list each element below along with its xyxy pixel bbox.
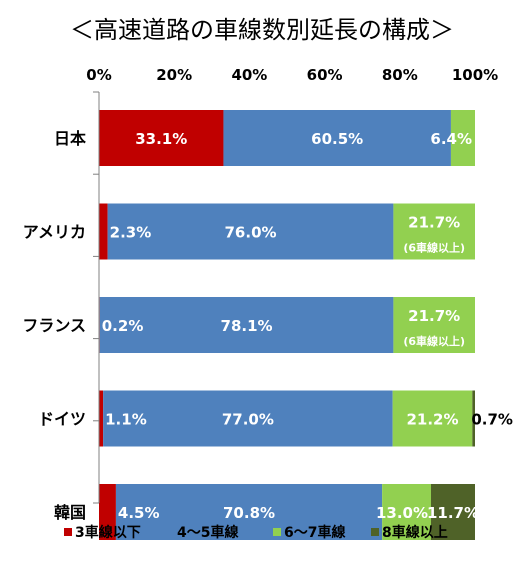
x-tick-label: 100% <box>452 66 498 84</box>
bar-segment <box>99 484 116 540</box>
x-tick-label: 80% <box>382 66 418 84</box>
data-label: 4.5% <box>118 504 160 522</box>
x-tick-label: 60% <box>307 66 343 84</box>
category-label: 韓国 <box>54 503 86 522</box>
legend-label: 3車線以下 <box>75 524 141 541</box>
data-label: 11.7% <box>427 504 479 522</box>
bar-segment <box>99 390 104 447</box>
bar-segment <box>103 390 393 447</box>
legend-swatch <box>64 528 72 536</box>
data-label: 76.0% <box>225 224 277 242</box>
bar-segment <box>107 203 394 260</box>
annotation-label: (6車線以上) <box>403 334 465 348</box>
annotation-label: (6車線以上) <box>403 241 465 255</box>
bar-segment <box>450 110 475 166</box>
data-label: 78.1% <box>221 317 273 335</box>
x-tick-label: 40% <box>231 66 267 84</box>
bar-segment <box>393 297 475 353</box>
data-label: 1.1% <box>105 411 147 429</box>
data-label: 21.7% <box>408 307 460 325</box>
bar-segment <box>99 110 224 166</box>
data-label: 2.3% <box>110 224 152 242</box>
category-label: ドイツ <box>38 410 86 429</box>
data-label: 77.0% <box>222 411 274 429</box>
x-tick-label: 0% <box>86 66 111 84</box>
category-label: フランス <box>22 316 86 335</box>
data-label: 0.7% <box>471 411 513 429</box>
x-axis-ticks: 0% 20% 40% 60% 80% 100% <box>86 66 498 84</box>
legend-swatch <box>166 528 174 536</box>
bar-segment <box>393 203 475 260</box>
data-label: 0.2% <box>102 317 144 335</box>
data-label: 6.4% <box>430 130 472 148</box>
data-label: 60.5% <box>311 130 363 148</box>
bar-segment <box>99 297 394 353</box>
legend-label: 6～7車線 <box>284 524 345 541</box>
legend-swatch <box>273 528 281 536</box>
plot-area: 33.1% 60.5% 6.4% 2.3% 76.0% 21.7% (6車線以上) 0.2% 7… <box>93 91 513 540</box>
bar-segment <box>115 484 383 540</box>
category-label: アメリカ <box>23 223 86 242</box>
data-label: 13.0% <box>376 504 428 522</box>
x-tick-label: 20% <box>156 66 192 84</box>
legend-label: 4～5車線 <box>177 524 238 541</box>
legend-swatch <box>371 528 379 536</box>
bar-segment <box>392 390 473 447</box>
data-label: 70.8% <box>223 504 275 522</box>
legend: 3車線以下 4～5車線 6～7車線 8車線以上 <box>64 524 448 541</box>
data-label: 21.7% <box>408 214 460 232</box>
bar-segment <box>472 390 475 447</box>
bar-segment <box>223 110 451 166</box>
category-label: 日本 <box>54 129 86 148</box>
data-label: 33.1% <box>135 130 187 148</box>
bar-segment <box>431 484 475 540</box>
bar-segment <box>382 484 432 540</box>
chart-title: ＜高速道路の車線数別延長の構成＞ <box>70 16 454 44</box>
bar-segment <box>99 203 108 260</box>
data-label: 21.2% <box>406 411 458 429</box>
legend-label: 8車線以上 <box>382 524 448 541</box>
